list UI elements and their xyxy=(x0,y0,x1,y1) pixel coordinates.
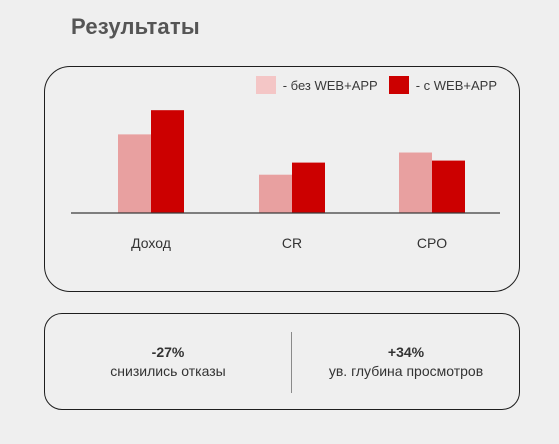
bar-with-1 xyxy=(292,162,325,213)
bar-without-1 xyxy=(259,174,292,213)
bar-without-0 xyxy=(118,134,151,213)
legend-item-without: - без WEB+APP xyxy=(255,76,378,94)
page-title: Результаты xyxy=(71,14,200,39)
stat-depth-value: +34% xyxy=(387,344,425,360)
category-label-0: Доход xyxy=(131,235,171,251)
stat-bounce: -27% снизились отказы xyxy=(45,314,291,409)
bar-with-0 xyxy=(151,110,184,213)
bar-without-2 xyxy=(399,152,432,213)
chart-card: - без WEB+APP - с WEB+APP Доход CR CPO xyxy=(44,66,520,292)
legend-item-with: - с WEB+APP xyxy=(388,76,497,94)
legend-label-with: - с WEB+APP xyxy=(415,77,497,93)
bar-with-2 xyxy=(432,160,465,213)
stat-depth-label: ув. глубина просмотров xyxy=(328,363,484,379)
stat-bounce-value: -27% xyxy=(151,344,185,360)
bar-chart: Доход CR CPO xyxy=(71,110,500,251)
legend-swatch-with xyxy=(388,76,409,94)
legend-swatch-without xyxy=(255,76,276,94)
category-label-1: CR xyxy=(282,235,302,251)
stats-divider xyxy=(291,332,292,393)
chart-legend: - без WEB+APP - с WEB+APP xyxy=(245,76,497,94)
stat-bounce-label: снизились отказы xyxy=(110,363,226,379)
category-label-2: CPO xyxy=(417,235,447,251)
legend-label-without: - без WEB+APP xyxy=(282,77,378,93)
stats-card: -27% снизились отказы +34% ув. глубина п… xyxy=(44,313,520,410)
stat-depth: +34% ув. глубина просмотров xyxy=(291,314,521,409)
